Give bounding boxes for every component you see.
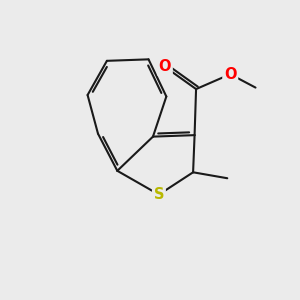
Text: S: S <box>154 187 164 202</box>
Text: O: O <box>224 67 236 82</box>
Text: O: O <box>159 59 171 74</box>
